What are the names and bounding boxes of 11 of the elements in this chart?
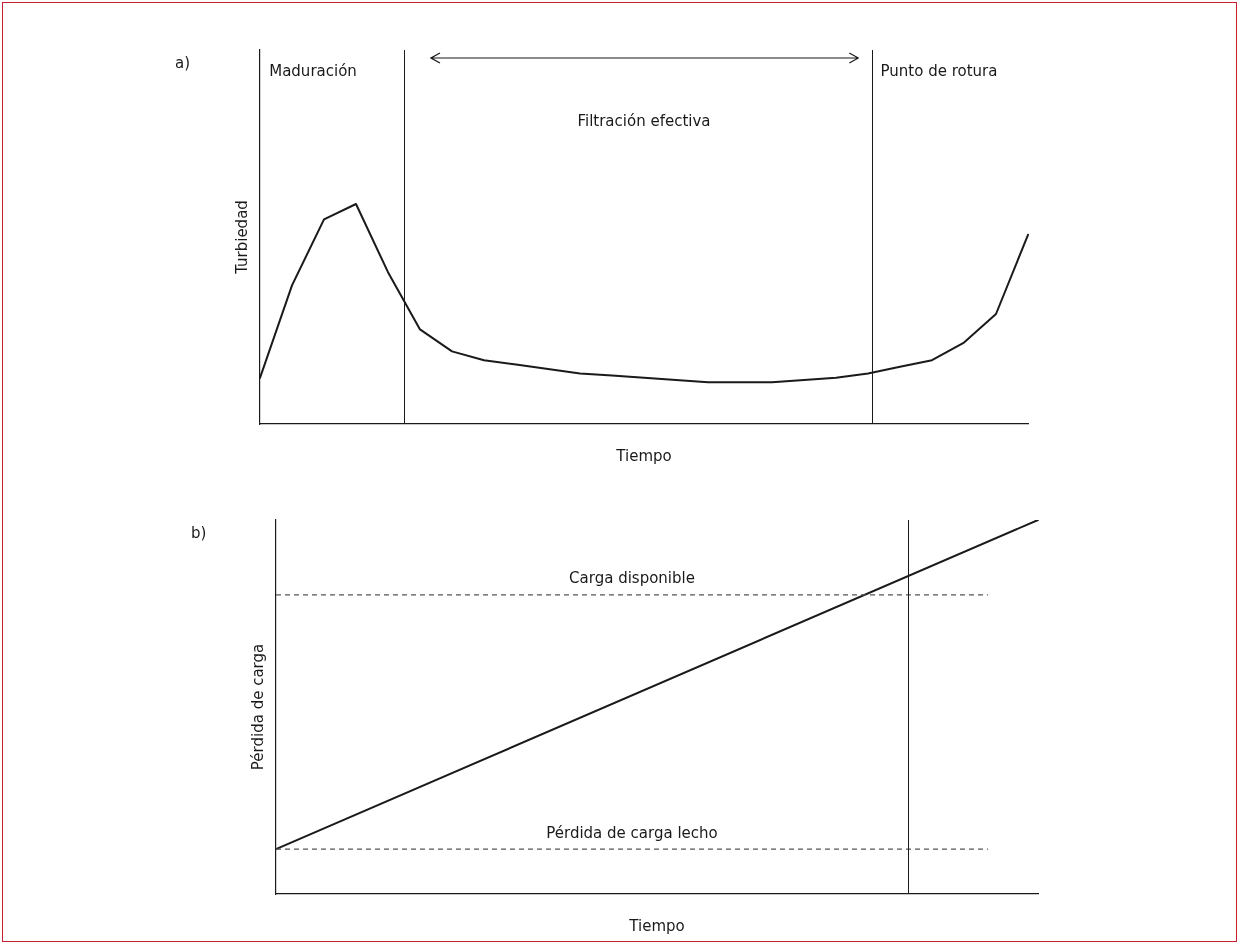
y-axis-title: Pérdida de carga xyxy=(248,643,267,771)
x-axis-title: Tiempo xyxy=(628,916,685,935)
chart-title: b) xyxy=(191,523,207,542)
text: Filtración efectiva xyxy=(577,111,711,130)
y-axis-title: Turbiedad xyxy=(232,200,251,275)
ref-line-label: Pérdida de carga lecho xyxy=(546,823,718,842)
text: Punto de rotura xyxy=(880,61,998,80)
text: Maduración xyxy=(269,61,357,80)
chart-title: a) xyxy=(175,53,191,72)
x-axis-title: Tiempo xyxy=(615,446,672,465)
ref-line-label: Carga disponible xyxy=(569,569,695,588)
